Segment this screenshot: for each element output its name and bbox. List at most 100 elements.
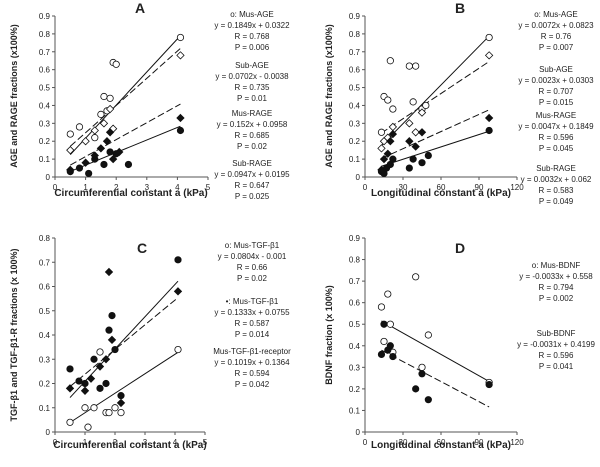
x-tick-label: 3 bbox=[143, 438, 148, 447]
y-tick-label: 0.5 bbox=[349, 320, 361, 329]
data-point bbox=[424, 396, 432, 404]
data-point bbox=[90, 126, 99, 135]
x-tick-label: 5 bbox=[203, 438, 208, 447]
legend-p-value: P = 0.049 bbox=[539, 197, 574, 206]
data-point bbox=[384, 96, 392, 104]
data-point bbox=[386, 342, 394, 350]
data-point bbox=[66, 418, 74, 426]
trend-line bbox=[381, 35, 490, 146]
data-point bbox=[411, 128, 420, 137]
data-point bbox=[405, 137, 414, 146]
data-point bbox=[417, 108, 427, 117]
y-tick-label: 0.6 bbox=[39, 66, 51, 75]
x-tick-label: 0 bbox=[53, 183, 58, 192]
y-tick-label: 0.5 bbox=[349, 84, 361, 93]
x-tick-label: 2 bbox=[114, 183, 119, 192]
data-point bbox=[379, 154, 389, 164]
data-point bbox=[405, 62, 413, 70]
y-tick-label: 0.6 bbox=[39, 283, 51, 292]
x-axis-title: Longitudinal constant a (kPa) bbox=[371, 188, 511, 199]
x-tick-label: 0 bbox=[363, 183, 368, 192]
data-point bbox=[409, 155, 417, 163]
legend-r-value: R = 0.66 bbox=[237, 263, 268, 272]
legend-equation: y = 0.152x + 0.0958 bbox=[217, 120, 288, 129]
y-tick-label: 0.7 bbox=[39, 258, 51, 267]
y-tick-label: 0.7 bbox=[349, 48, 361, 57]
legend-r-value: R = 0.685 bbox=[235, 131, 270, 140]
data-point bbox=[102, 379, 110, 388]
data-point bbox=[105, 104, 115, 114]
legend-equation: y = 0.0032x + 0.062 bbox=[521, 175, 592, 184]
legend-series-label: o: Mus-AGE bbox=[230, 10, 274, 19]
legend-series-label: Mus-RAGE bbox=[232, 109, 272, 118]
y-tick-label: 0.4 bbox=[39, 331, 51, 340]
legend-p-value: P = 0.025 bbox=[235, 192, 270, 201]
x-tick-label: 2 bbox=[113, 438, 118, 447]
data-point bbox=[424, 331, 432, 339]
x-tick-label: 30 bbox=[399, 438, 408, 447]
data-point bbox=[412, 62, 420, 70]
y-tick-label: 0.8 bbox=[349, 256, 361, 265]
trend-line bbox=[69, 351, 179, 423]
data-point bbox=[418, 370, 426, 378]
x-tick-label: 120 bbox=[510, 183, 524, 192]
data-point bbox=[111, 404, 119, 412]
legend-series-label: o: Mus-AGE bbox=[534, 10, 578, 19]
legend-r-value: R = 0.768 bbox=[235, 32, 270, 41]
data-point bbox=[96, 348, 104, 356]
legend-equation: y = 0.0702x - 0.0038 bbox=[215, 72, 289, 81]
data-point bbox=[112, 60, 120, 68]
x-tick-label: 60 bbox=[437, 438, 446, 447]
legend-r-value: R = 0.596 bbox=[539, 351, 574, 360]
data-point bbox=[383, 149, 392, 158]
x-tick-label: 1 bbox=[83, 438, 88, 447]
panel-title: B bbox=[455, 0, 465, 16]
data-point bbox=[115, 147, 124, 157]
trend-line bbox=[69, 48, 181, 147]
data-point bbox=[388, 122, 398, 132]
legend-r-value: R = 0.794 bbox=[539, 283, 574, 292]
y-tick-label: 0.9 bbox=[349, 12, 361, 21]
legend-series-label: Mus-TGF-β1-receptor bbox=[213, 347, 291, 356]
data-point bbox=[75, 377, 83, 385]
legend-p-value: P = 0.045 bbox=[539, 144, 574, 153]
data-point bbox=[116, 398, 126, 408]
data-point bbox=[173, 287, 183, 296]
legend-equation: y = 0.0047x + 0.1849 bbox=[518, 122, 594, 131]
data-point bbox=[107, 335, 117, 345]
data-point bbox=[96, 144, 106, 153]
legend-series-label: o: Mus-TGF-β1 bbox=[225, 241, 280, 250]
y-tick-label: 0.4 bbox=[39, 101, 51, 110]
data-point bbox=[100, 160, 108, 169]
legend-p-value: P = 0.01 bbox=[237, 94, 267, 103]
data-point bbox=[412, 385, 420, 393]
legend-series-label: Sub-RAGE bbox=[232, 159, 272, 168]
data-point bbox=[174, 345, 182, 354]
data-point bbox=[81, 404, 89, 412]
y-tick-label: 0.2 bbox=[39, 380, 51, 389]
legend-r-value: R = 0.596 bbox=[539, 133, 574, 142]
data-point bbox=[102, 137, 112, 146]
legend-equation: y = 0.0947x + 0.0195 bbox=[214, 170, 290, 179]
y-tick-label: 0.5 bbox=[39, 307, 51, 316]
data-point bbox=[95, 362, 105, 371]
data-point bbox=[377, 144, 386, 153]
data-point bbox=[106, 94, 114, 102]
y-tick-label: 0 bbox=[46, 428, 51, 437]
data-point bbox=[99, 119, 109, 128]
legend-equation: y = 0.1849x + 0.0322 bbox=[214, 21, 290, 30]
y-tick-label: 0.3 bbox=[349, 363, 361, 372]
data-point bbox=[380, 320, 388, 328]
trend-line bbox=[381, 349, 490, 408]
legend-r-value: R = 0.76 bbox=[541, 32, 572, 41]
x-axis-title: Circumferential constant a (kPa) bbox=[53, 440, 206, 451]
legend-p-value: P = 0.041 bbox=[539, 362, 574, 371]
legend-p-value: P = 0.007 bbox=[539, 43, 574, 52]
x-tick-label: 0 bbox=[53, 438, 58, 447]
x-tick-label: 0 bbox=[363, 438, 368, 447]
legend-series-label: Sub-BDNF bbox=[537, 329, 576, 338]
trend-line bbox=[69, 35, 181, 156]
data-point bbox=[81, 158, 90, 167]
legend-equation: y = -0.0031x + 0.4199 bbox=[517, 340, 595, 349]
